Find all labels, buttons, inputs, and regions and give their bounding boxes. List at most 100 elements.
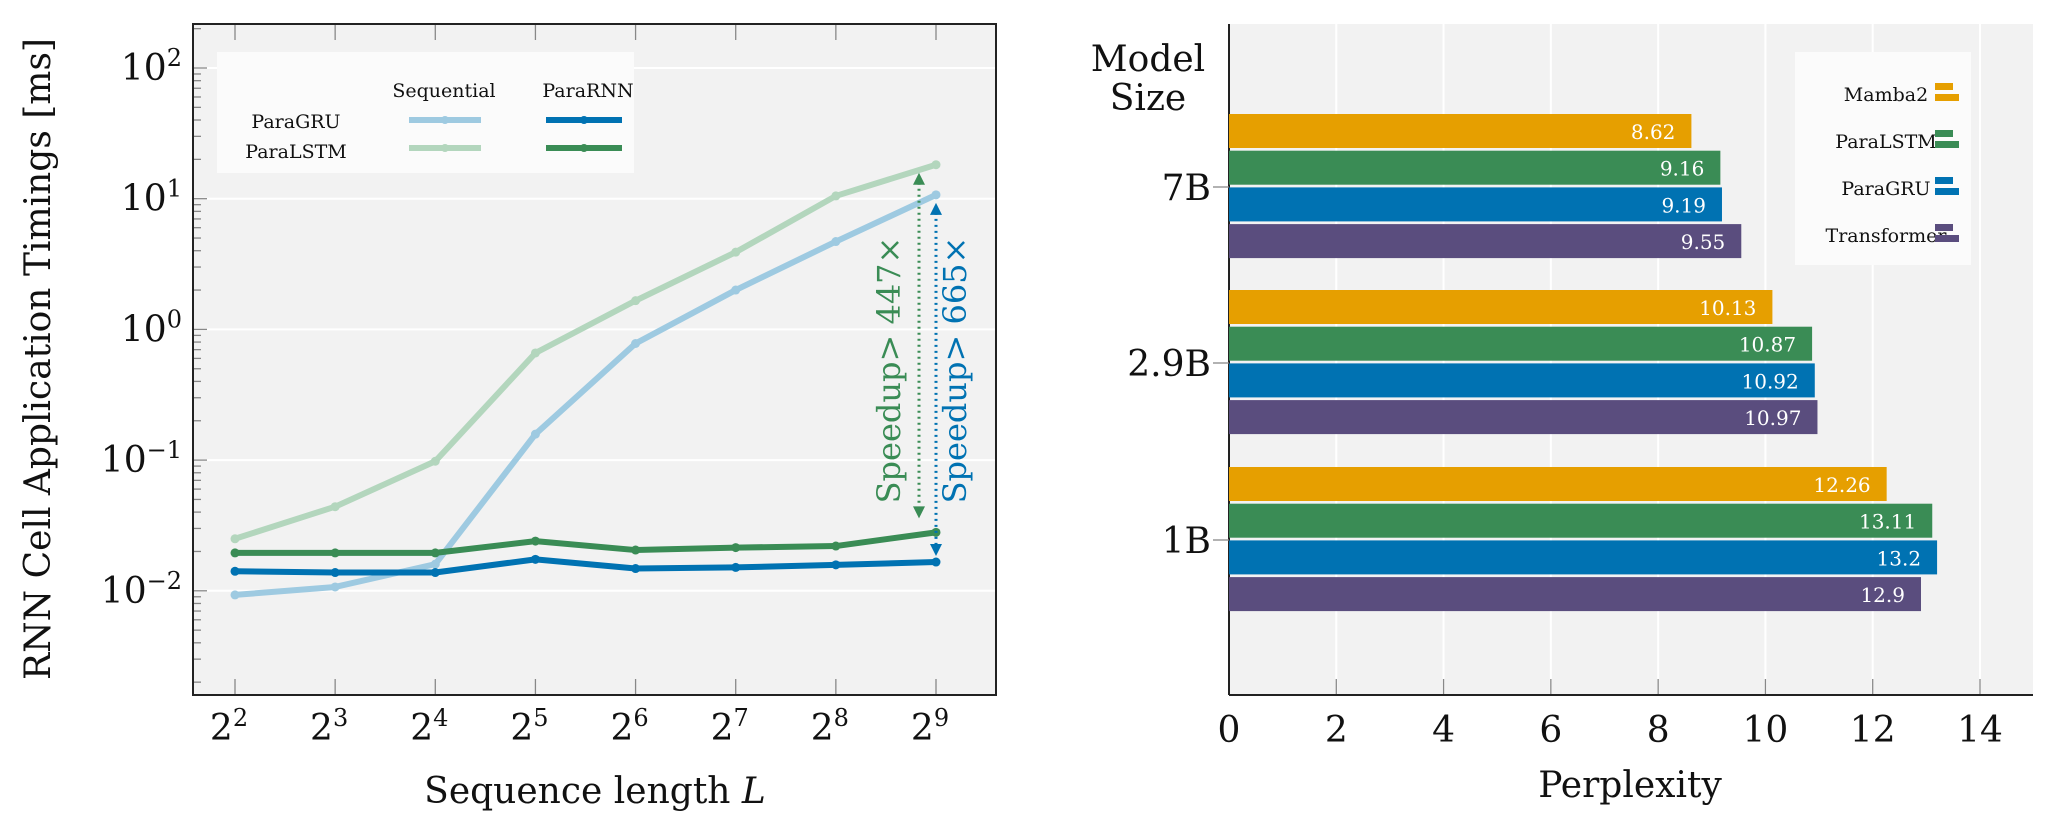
x-tick-label: 24 (410, 704, 448, 749)
x-axis-label-var: L (741, 771, 766, 812)
legend-swatch (1935, 188, 1959, 195)
y-tick-label-exp: 2 (167, 44, 182, 72)
data-point (230, 566, 240, 576)
bar-transformer-7b (1229, 224, 1742, 259)
x-tick-label: 12 (1850, 710, 1896, 751)
y-tick-label: 10−1 (101, 436, 182, 481)
x-tick-label: 23 (310, 704, 348, 749)
series-line-paralstm-sequential (234, 161, 937, 542)
data-point (931, 190, 941, 200)
legend-swatch (1935, 83, 1953, 90)
data-point (631, 564, 641, 574)
data-point (330, 548, 340, 558)
data-point (831, 560, 841, 570)
data-point (530, 536, 540, 546)
x-tick-label: 27 (711, 704, 749, 749)
series-line-paralstm-pararnn (235, 529, 937, 556)
data-point (731, 247, 741, 257)
legend-swatch-marker (580, 144, 588, 152)
bar-paralstm-2.9b (1229, 326, 1813, 361)
y-tick-label: 101 (121, 175, 182, 220)
data-point (530, 554, 540, 564)
y-tick-label: 7B (1162, 168, 1211, 209)
legend-row-paragru: ParaGRU (251, 111, 340, 133)
bar-transformer-1b (1229, 577, 1921, 612)
x-tick-label: 2 (1325, 710, 1348, 751)
y-tick-label: 102 (121, 44, 182, 89)
x-tick-label-base: 2 (510, 708, 533, 749)
data-point (731, 562, 741, 572)
bar-value-label: 12.26 (1813, 473, 1870, 497)
legend-header-pararnn: ParaRNN (542, 80, 633, 102)
data-point (931, 557, 941, 567)
bar-paragru-7b (1229, 187, 1722, 222)
y-tick-label-base: 10 (101, 571, 147, 612)
x-tick-label: 22 (210, 704, 248, 749)
x-tick-label: 8 (1647, 710, 1670, 751)
y-tick-label-exp: −2 (147, 567, 182, 595)
arrow-head-down-icon (930, 544, 942, 557)
data-point (330, 568, 340, 578)
bar-value-label: 8.62 (1631, 120, 1676, 144)
bar-mamba2-2.9b (1229, 290, 1773, 324)
y-tick-label: 100 (121, 305, 182, 350)
legend-label-transformer: Transformer (1826, 225, 1948, 247)
x-tick-label: 29 (911, 704, 949, 749)
x-tick-label-exp: 6 (633, 704, 648, 732)
data-point (931, 160, 941, 170)
data-point (731, 285, 741, 295)
legend-row-paralstm: ParaLSTM (245, 141, 346, 163)
legend-swatch-marker (441, 116, 449, 124)
x-axis-label-text: Sequence length (424, 771, 742, 812)
x-tick-label-exp: 4 (433, 704, 448, 732)
bar-mamba2-1b (1229, 467, 1887, 501)
data-point (831, 191, 841, 201)
data-point (430, 568, 440, 578)
y-tick-label-exp: 1 (167, 175, 182, 203)
y-axis-label-line1: Model (1091, 39, 1205, 80)
bar-value-label: 13.11 (1859, 510, 1916, 534)
arrow-head-down-icon (913, 506, 925, 519)
bar-value-label: 9.55 (1681, 230, 1726, 254)
bar-paralstm-1b (1229, 503, 1933, 538)
data-point (530, 429, 540, 439)
bar-value-label: 9.19 (1661, 193, 1706, 217)
x-tick-label: 0 (1218, 710, 1241, 751)
data-point (731, 543, 741, 553)
legend-swatch (1935, 224, 1953, 231)
x-tick-label-base: 2 (410, 708, 433, 749)
y-tick-label-exp: −1 (147, 436, 182, 464)
y-tick-label: 2.9B (1127, 344, 1211, 385)
x-tick-label: 28 (811, 704, 849, 749)
bar-paragru-2.9b (1229, 363, 1815, 398)
speedup-annotation: Speedup> 447× (870, 237, 908, 504)
x-tick-label-base: 2 (711, 708, 734, 749)
legend-header-sequential: Sequential (392, 80, 495, 102)
legend-label-paralstm: ParaLSTM (1835, 131, 1936, 153)
arrow-head-up-icon (930, 202, 942, 215)
bar-mamba2-7b (1229, 114, 1692, 148)
arrow-head-up-icon (913, 172, 925, 185)
data-point (831, 541, 841, 551)
legend-swatch (1935, 141, 1959, 148)
x-tick-label-exp: 7 (734, 704, 749, 732)
data-point (631, 339, 641, 349)
legend-swatch (1935, 130, 1953, 137)
legend-box (217, 52, 634, 173)
bar-value-label: 10.13 (1699, 296, 1756, 320)
x-tick-label-base: 2 (610, 708, 633, 749)
x-tick-label-base: 2 (310, 708, 333, 749)
y-tick-label-base: 10 (121, 179, 167, 220)
series-line-paragru-pararnn (234, 556, 937, 576)
bar-value-label: 9.16 (1660, 157, 1705, 181)
legend-label-mamba2: Mamba2 (1844, 84, 1928, 106)
data-point (230, 590, 240, 600)
x-tick-label-exp: 5 (533, 704, 548, 732)
y-tick-label: 1B (1162, 521, 1211, 562)
series-line-paragru-sequential (234, 192, 938, 598)
data-point (530, 348, 540, 358)
legend-swatch (1935, 235, 1959, 242)
data-point (631, 545, 641, 555)
data-point (430, 559, 440, 569)
y-tick-label: 10−2 (101, 567, 182, 612)
